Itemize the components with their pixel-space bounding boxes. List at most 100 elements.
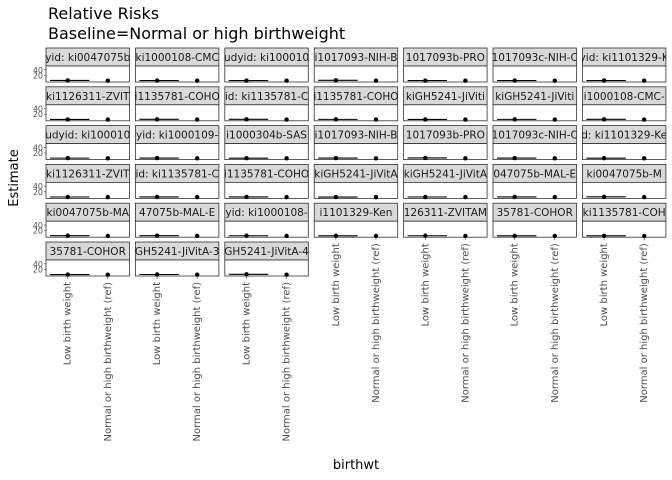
point-low-birth-weight bbox=[423, 78, 428, 83]
facet-panel bbox=[492, 181, 577, 199]
point-reference bbox=[284, 156, 289, 161]
x-tick-label: Normal or high birthweight (ref) bbox=[639, 243, 650, 403]
facet-panel bbox=[224, 220, 309, 238]
y-tick-label: 20 bbox=[33, 227, 43, 236]
point-reference bbox=[552, 194, 557, 200]
point-low-birth-weight bbox=[65, 155, 70, 161]
point-low-birth-weight bbox=[601, 117, 607, 122]
facet-panel bbox=[313, 143, 399, 161]
facet-strip-label: yid: ki1000109- bbox=[136, 130, 218, 142]
facet-strip-label: 1017093c-NIH-C bbox=[492, 52, 578, 64]
point-low-birth-weight bbox=[65, 78, 70, 83]
x-tick-label: Normal or high birthweight (ref) bbox=[103, 282, 114, 442]
facet-panel bbox=[492, 143, 577, 161]
point-reference bbox=[552, 78, 557, 83]
facet-panel bbox=[492, 104, 577, 122]
facet-strip-label: ki1000108-CMC bbox=[136, 52, 219, 64]
facet-panel bbox=[313, 65, 399, 83]
point-low-birth-weight bbox=[423, 117, 428, 122]
point-low-birth-weight bbox=[601, 233, 607, 239]
facet-panel bbox=[134, 104, 220, 122]
facet-strip-label: ki0047075b-M bbox=[587, 168, 662, 180]
point-reference bbox=[105, 233, 110, 239]
point-low-birth-weight bbox=[423, 194, 428, 200]
point-low-birth-weight bbox=[154, 272, 160, 277]
facet-panel bbox=[224, 259, 309, 277]
facet-strip-label: yid: ki1000108- bbox=[225, 207, 307, 219]
point-low-birth-weight bbox=[154, 233, 160, 238]
point-low-birth-weight bbox=[244, 272, 249, 277]
facet-panel bbox=[403, 220, 488, 238]
point-low-birth-weight bbox=[423, 155, 428, 161]
point-reference bbox=[194, 117, 200, 122]
point-low-birth-weight bbox=[423, 233, 428, 238]
point-reference bbox=[552, 233, 557, 239]
point-low-birth-weight bbox=[244, 155, 249, 161]
point-reference bbox=[105, 156, 110, 161]
point-low-birth-weight bbox=[333, 117, 339, 122]
x-tick-label: Low birth weight bbox=[331, 243, 342, 326]
facet-strip-label: GH5241-JiVitA-3 bbox=[135, 246, 220, 258]
point-low-birth-weight bbox=[65, 272, 70, 277]
facet-strip-label: 1017093b-PRO bbox=[406, 130, 485, 142]
facet-strip-label: 47075b-MAL-E bbox=[139, 207, 215, 219]
point-low-birth-weight bbox=[65, 117, 70, 122]
point-low-birth-weight bbox=[333, 155, 339, 161]
x-tick-label: Low birth weight bbox=[510, 243, 521, 326]
facet-strip-label: ki0047075b-MA bbox=[47, 207, 130, 219]
facet-strip-label: 1017093c-NIH-C bbox=[492, 130, 578, 142]
facet-panel bbox=[492, 65, 577, 83]
facet-strip-label: id: ki1135781-C bbox=[135, 168, 218, 180]
point-reference bbox=[373, 233, 379, 239]
point-reference bbox=[463, 78, 468, 83]
facet-strip-label: 047075b-MAL-E bbox=[493, 168, 576, 180]
facet-panel bbox=[313, 181, 399, 199]
facet-panel bbox=[45, 65, 130, 83]
facet-panel bbox=[134, 181, 220, 199]
y-axis-title: Estimate bbox=[7, 149, 22, 206]
point-reference bbox=[463, 156, 468, 161]
point-low-birth-weight bbox=[333, 194, 339, 200]
facet-panel bbox=[403, 104, 488, 122]
facet-panel bbox=[224, 104, 309, 122]
facet-panel bbox=[582, 65, 667, 83]
facet-panel bbox=[45, 143, 130, 161]
x-tick-label: Normal or high birthweight (ref) bbox=[282, 282, 293, 442]
point-reference bbox=[641, 78, 647, 83]
point-low-birth-weight bbox=[65, 233, 70, 238]
point-low-birth-weight bbox=[512, 117, 517, 122]
point-low-birth-weight bbox=[512, 155, 517, 161]
facet-panel bbox=[224, 143, 309, 161]
facet-strip-label: i1017093-NIH-B bbox=[314, 130, 397, 142]
point-reference bbox=[641, 233, 647, 239]
title-line-1: Relative Risks bbox=[48, 4, 160, 23]
facet-strip-label: yid: ki1101329-K bbox=[580, 52, 670, 64]
point-reference bbox=[284, 194, 289, 200]
facet-strip-label: d: ki1101329-Ke bbox=[581, 130, 667, 142]
point-reference bbox=[105, 117, 110, 122]
point-reference bbox=[105, 272, 110, 277]
y-tick-label: 40 bbox=[33, 105, 43, 114]
point-reference bbox=[463, 194, 468, 200]
facet-strip-label: 126311-ZVITAM bbox=[404, 207, 487, 219]
x-axis-title: birthwt bbox=[333, 458, 379, 473]
point-low-birth-weight bbox=[601, 78, 607, 83]
facet-panel bbox=[134, 65, 220, 83]
y-tick-label: 40 bbox=[33, 66, 43, 75]
facet-strip-label: i1135781-COHO bbox=[224, 168, 309, 180]
point-reference bbox=[284, 233, 289, 239]
point-low-birth-weight bbox=[512, 78, 517, 83]
x-tick-label: Normal or high birthweight (ref) bbox=[192, 282, 203, 442]
point-reference bbox=[194, 156, 200, 161]
facet-panel bbox=[403, 65, 488, 83]
facet-panel bbox=[45, 181, 130, 199]
x-tick-label: Normal or high birthweight (ref) bbox=[460, 243, 471, 403]
point-low-birth-weight bbox=[154, 194, 160, 200]
point-reference bbox=[105, 194, 110, 200]
facet-panel bbox=[134, 259, 220, 277]
point-low-birth-weight bbox=[244, 117, 249, 122]
facet-strip-label: GH5241-JiVitA-4 bbox=[224, 246, 309, 258]
point-reference bbox=[105, 78, 110, 83]
facet-strip-label: ki1126311-ZVIT bbox=[46, 91, 130, 103]
